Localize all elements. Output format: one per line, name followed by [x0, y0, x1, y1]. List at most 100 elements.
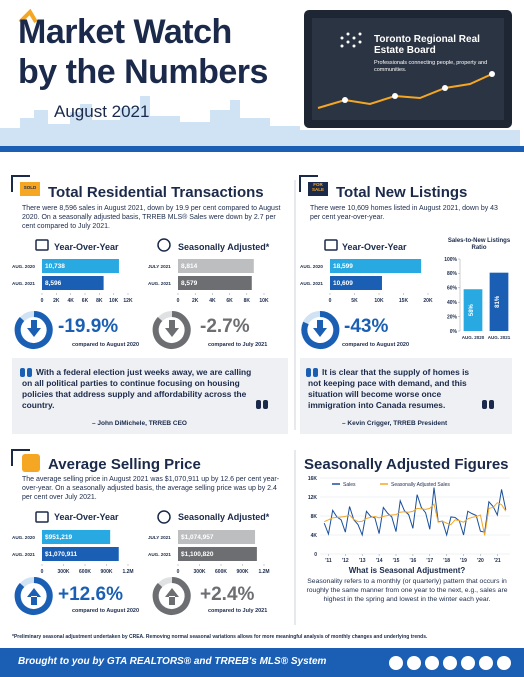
bar	[178, 530, 256, 544]
stat-caption: compared to August 2020	[72, 342, 140, 348]
chart-title: Seasonally Adjusted*	[178, 242, 270, 252]
bar	[330, 276, 382, 290]
x-tick-label: 1.2M	[122, 569, 133, 575]
x-tick-label: 12K	[123, 298, 133, 304]
y-tick-label: 60%	[447, 286, 458, 292]
chart-title: Year-Over-Year	[54, 512, 119, 522]
x-tick-label: '20	[477, 558, 484, 564]
value-label: $951,219	[45, 534, 72, 541]
stat-caption: compared to July 2021	[208, 608, 268, 614]
value-label: 8,596	[45, 280, 62, 287]
stat-caption: compared to July 2021	[208, 342, 268, 348]
quote-mark	[20, 368, 32, 377]
quote-text: It is clear that the supply of homes is …	[308, 367, 470, 410]
y-tick-label: 20%	[447, 314, 458, 320]
chart-title: Year-Over-Year	[54, 242, 119, 252]
period: August 2021	[54, 102, 150, 121]
footnote: *Preliminary seasonal adjustment underta…	[12, 634, 428, 640]
x-tick-label: 15K	[399, 298, 409, 304]
value-label: 10,609	[333, 280, 353, 287]
decoration	[11, 175, 340, 625]
category-label: AUG. 2021	[12, 552, 35, 557]
chart-title: Seasonally Adjusted*	[178, 512, 270, 522]
bar	[178, 259, 254, 273]
value-label: $1,100,820	[181, 551, 214, 558]
x-tick-label: 0	[177, 569, 180, 575]
x-tick-label: 8K	[244, 298, 251, 304]
category-label: AUG. 2021	[488, 335, 511, 340]
y-tick-label: 16K	[308, 476, 318, 482]
bar	[178, 547, 257, 561]
value-label: 81%	[495, 295, 501, 308]
value-label: 58%	[469, 303, 475, 316]
quote-box	[300, 358, 512, 434]
footer-text: Brought to you by GTA REALTORS® and TRRE…	[18, 656, 327, 667]
legend-label: Sales	[343, 482, 356, 488]
chart-title: Year-Over-Year	[342, 242, 407, 252]
stat-value: -19.9%	[58, 316, 119, 337]
category-label: AUG. 2021	[12, 281, 35, 286]
question: What is Seasonal Adjustment?	[348, 566, 466, 575]
x-tick-label: '11	[325, 558, 332, 564]
chart-title: Sales-to-New Listings Ratio	[447, 238, 511, 251]
bar	[330, 259, 422, 273]
category-label: AUG. 2021	[148, 281, 171, 286]
category-label: AUG. 2020	[12, 264, 35, 269]
stat-value: +12.6%	[58, 584, 123, 605]
x-tick-label: '15	[393, 558, 400, 564]
section-description: The average selling price in August 2021…	[22, 476, 280, 501]
value-label: 8,579	[181, 280, 198, 287]
x-tick-label: 4K	[209, 298, 216, 304]
x-tick-label: '18	[443, 558, 450, 564]
section-title: Seasonally Adjusted Figures	[304, 456, 509, 473]
quote-mark	[306, 368, 318, 377]
x-tick-label: '19	[460, 558, 467, 564]
y-tick-label: 12K	[308, 495, 318, 501]
x-tick-label: 20K	[423, 298, 433, 304]
y-tick-label: 0	[314, 552, 317, 558]
bar	[463, 289, 483, 331]
section-title: Total Residential Transactions	[48, 184, 264, 201]
category-label: JULY 2021	[148, 535, 171, 540]
value-label: 8,814	[181, 263, 198, 270]
bar	[42, 530, 111, 544]
bar-chart: AUG. 2020 18,599 AUG. 2021 10,609 0 5K 10K 15K 2…	[300, 259, 433, 304]
x-tick-label: '14	[376, 558, 383, 564]
stat-value: -43%	[344, 316, 389, 337]
x-tick-label: 0	[329, 298, 332, 304]
quote-mark	[256, 400, 268, 409]
quote-box	[12, 358, 288, 434]
y-tick-label: 8K	[311, 514, 318, 520]
y-tick-label: 4K	[311, 533, 318, 539]
x-tick-label: '12	[342, 558, 349, 564]
x-tick-label: 2K	[192, 298, 199, 304]
x-tick-label: 0	[41, 298, 44, 304]
series-line	[324, 502, 507, 536]
quote-author: – John DiMichele, TRREB CEO	[92, 420, 187, 427]
x-tick-label: '21	[494, 558, 501, 564]
icon-label: SOLD	[23, 185, 37, 190]
value-label: 10,738	[45, 263, 65, 270]
x-tick-label: 0	[41, 569, 44, 575]
header-art	[0, 8, 524, 152]
section-title: Total New Listings	[336, 184, 468, 201]
bar	[42, 276, 104, 290]
x-tick-label: 600K	[79, 569, 91, 575]
social-icons	[389, 656, 511, 670]
x-tick-label: 900K	[101, 569, 113, 575]
x-tick-label: 300K	[194, 569, 206, 575]
x-tick-label: 8K	[96, 298, 103, 304]
y-tick-label: 100%	[444, 257, 457, 263]
bar	[42, 547, 119, 561]
bar-chart: AUG. 2020 10,738 AUG. 2021 8,596 0 2K 4K 6K 8K 10…	[12, 259, 133, 304]
stat-caption: compared to August 2020	[342, 342, 410, 348]
x-tick-label: 2K	[53, 298, 60, 304]
section-description: There were 10,609 homes listed in August…	[310, 205, 498, 221]
x-tick-label: 6K	[82, 298, 89, 304]
x-tick-label: 10K	[109, 298, 119, 304]
explanation: Seasonality refers to a monthly (or quar…	[306, 578, 508, 603]
category-label: AUG. 2020	[12, 535, 35, 540]
y-tick-label: 0%	[450, 329, 458, 335]
category-label: AUG. 2021	[300, 281, 323, 286]
y-tick-label: 80%	[447, 271, 458, 277]
